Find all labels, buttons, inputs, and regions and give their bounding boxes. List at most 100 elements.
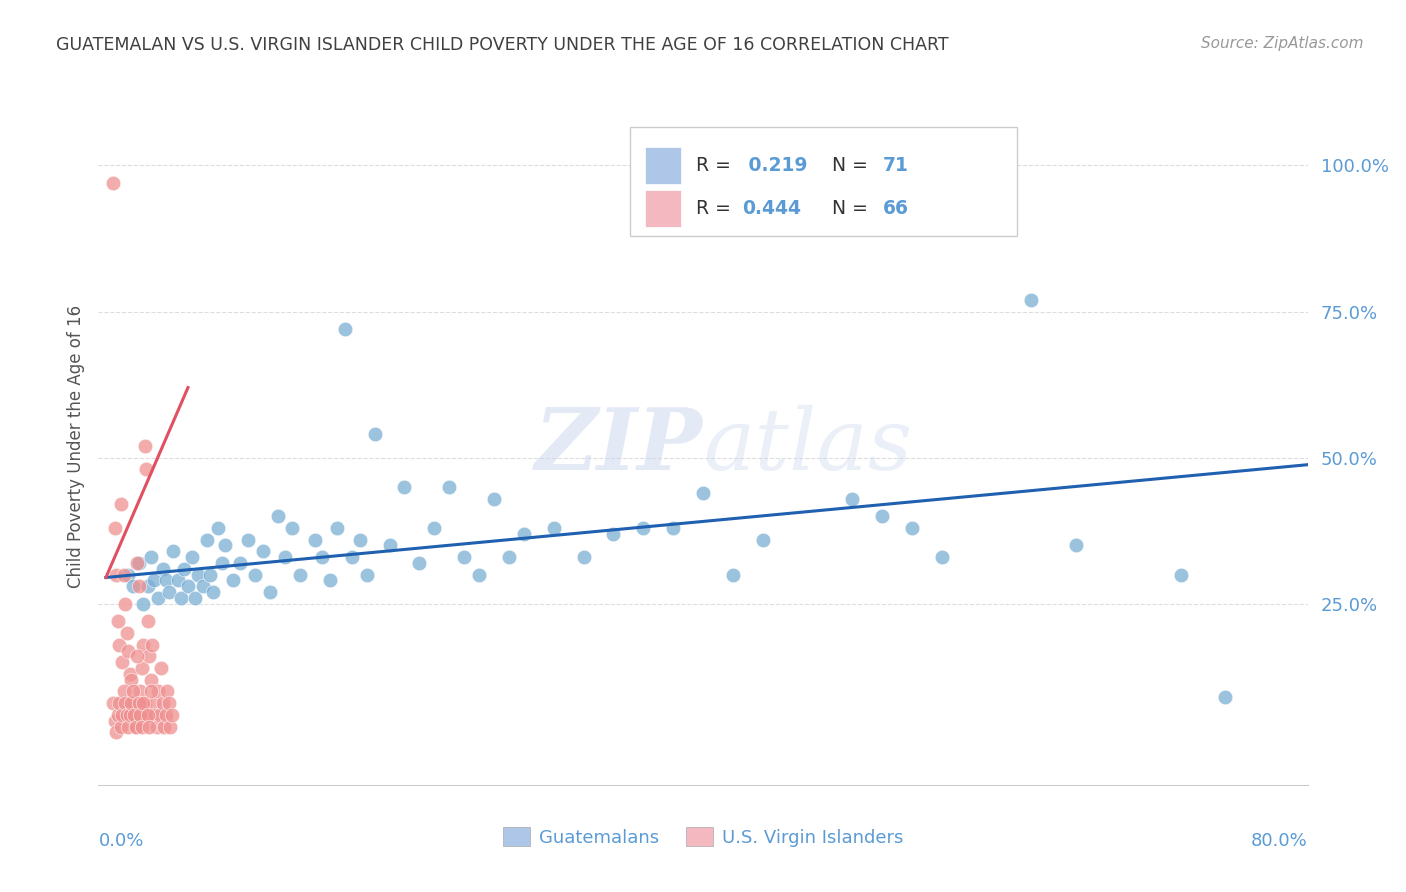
Point [229, 556, 252, 570]
Point [363, 427, 385, 442]
Point [207, 521, 229, 535]
Point [128, 556, 150, 570]
Point [177, 579, 200, 593]
Point [108, 696, 131, 710]
Point [157, 696, 180, 710]
Text: GUATEMALAN VS U.S. VIRGIN ISLANDER CHILD POVERTY UNDER THE AGE OF 16 CORRELATION: GUATEMALAN VS U.S. VIRGIN ISLANDER CHILD… [56, 36, 949, 54]
Point [288, 567, 311, 582]
Point [125, 719, 148, 733]
Point [120, 696, 142, 710]
Point [202, 585, 225, 599]
Point [149, 707, 172, 722]
Point [169, 591, 191, 605]
Point [142, 574, 165, 588]
Point [349, 533, 371, 547]
Point [142, 696, 165, 710]
Point [127, 556, 149, 570]
Point [378, 538, 401, 552]
Y-axis label: Child Poverty Under the Age of 16: Child Poverty Under the Age of 16 [66, 304, 84, 588]
Point [127, 649, 149, 664]
Point [121, 684, 143, 698]
Point [159, 719, 181, 733]
Point [692, 485, 714, 500]
Point [131, 719, 153, 733]
Point [155, 707, 177, 722]
Point [394, 480, 416, 494]
Text: R =: R = [696, 199, 737, 219]
FancyBboxPatch shape [645, 146, 682, 184]
Point [340, 549, 363, 564]
Point [1021, 293, 1043, 307]
Point [482, 491, 505, 506]
Point [281, 521, 304, 535]
Text: N =: N = [814, 156, 875, 175]
Point [274, 549, 297, 564]
Point [259, 585, 281, 599]
Point [326, 521, 349, 535]
Point [114, 597, 136, 611]
Point [841, 491, 863, 506]
Point [453, 549, 475, 564]
Point [112, 684, 135, 698]
Point [602, 526, 624, 541]
Point [157, 585, 180, 599]
FancyBboxPatch shape [645, 190, 682, 227]
Point [721, 567, 744, 582]
Point [662, 521, 685, 535]
Point [131, 661, 153, 675]
Point [139, 684, 162, 698]
Text: 0.219: 0.219 [742, 156, 807, 175]
Point [181, 549, 204, 564]
Point [118, 707, 141, 722]
Point [115, 626, 138, 640]
Point [122, 707, 145, 722]
Point [132, 638, 155, 652]
Legend: Guatemalans, U.S. Virgin Islanders: Guatemalans, U.S. Virgin Islanders [495, 820, 911, 854]
Point [105, 567, 128, 582]
Point [117, 567, 139, 582]
Point [166, 574, 188, 588]
Text: 71: 71 [883, 156, 910, 175]
Text: 80.0%: 80.0% [1251, 832, 1308, 850]
Point [136, 579, 159, 593]
Point [513, 526, 536, 541]
Point [111, 655, 134, 669]
Point [1064, 538, 1087, 552]
Point [252, 544, 274, 558]
Point [304, 533, 326, 547]
Point [162, 544, 184, 558]
Point [187, 567, 209, 582]
Point [333, 322, 356, 336]
Point [132, 696, 155, 710]
Point [751, 533, 773, 547]
Point [138, 649, 160, 664]
Point [356, 567, 378, 582]
Point [197, 533, 219, 547]
Point [117, 719, 139, 733]
Point [103, 696, 125, 710]
Point [156, 684, 179, 698]
Text: ZIP: ZIP [536, 404, 703, 488]
Point [117, 643, 139, 657]
Point [160, 707, 183, 722]
Point [121, 579, 143, 593]
Point [439, 480, 461, 494]
Point [1215, 690, 1237, 705]
Point [468, 567, 491, 582]
Point [112, 567, 135, 582]
Point [111, 707, 134, 722]
Point [134, 696, 156, 710]
Point [104, 521, 127, 535]
Point [138, 719, 160, 733]
Point [105, 725, 128, 739]
Point [110, 719, 132, 733]
Text: R =: R = [696, 156, 737, 175]
Point [110, 498, 132, 512]
Point [129, 707, 152, 722]
Point [633, 521, 655, 535]
Point [125, 719, 148, 733]
Point [1170, 567, 1192, 582]
Point [115, 707, 138, 722]
Point [931, 549, 953, 564]
Point [266, 509, 288, 524]
